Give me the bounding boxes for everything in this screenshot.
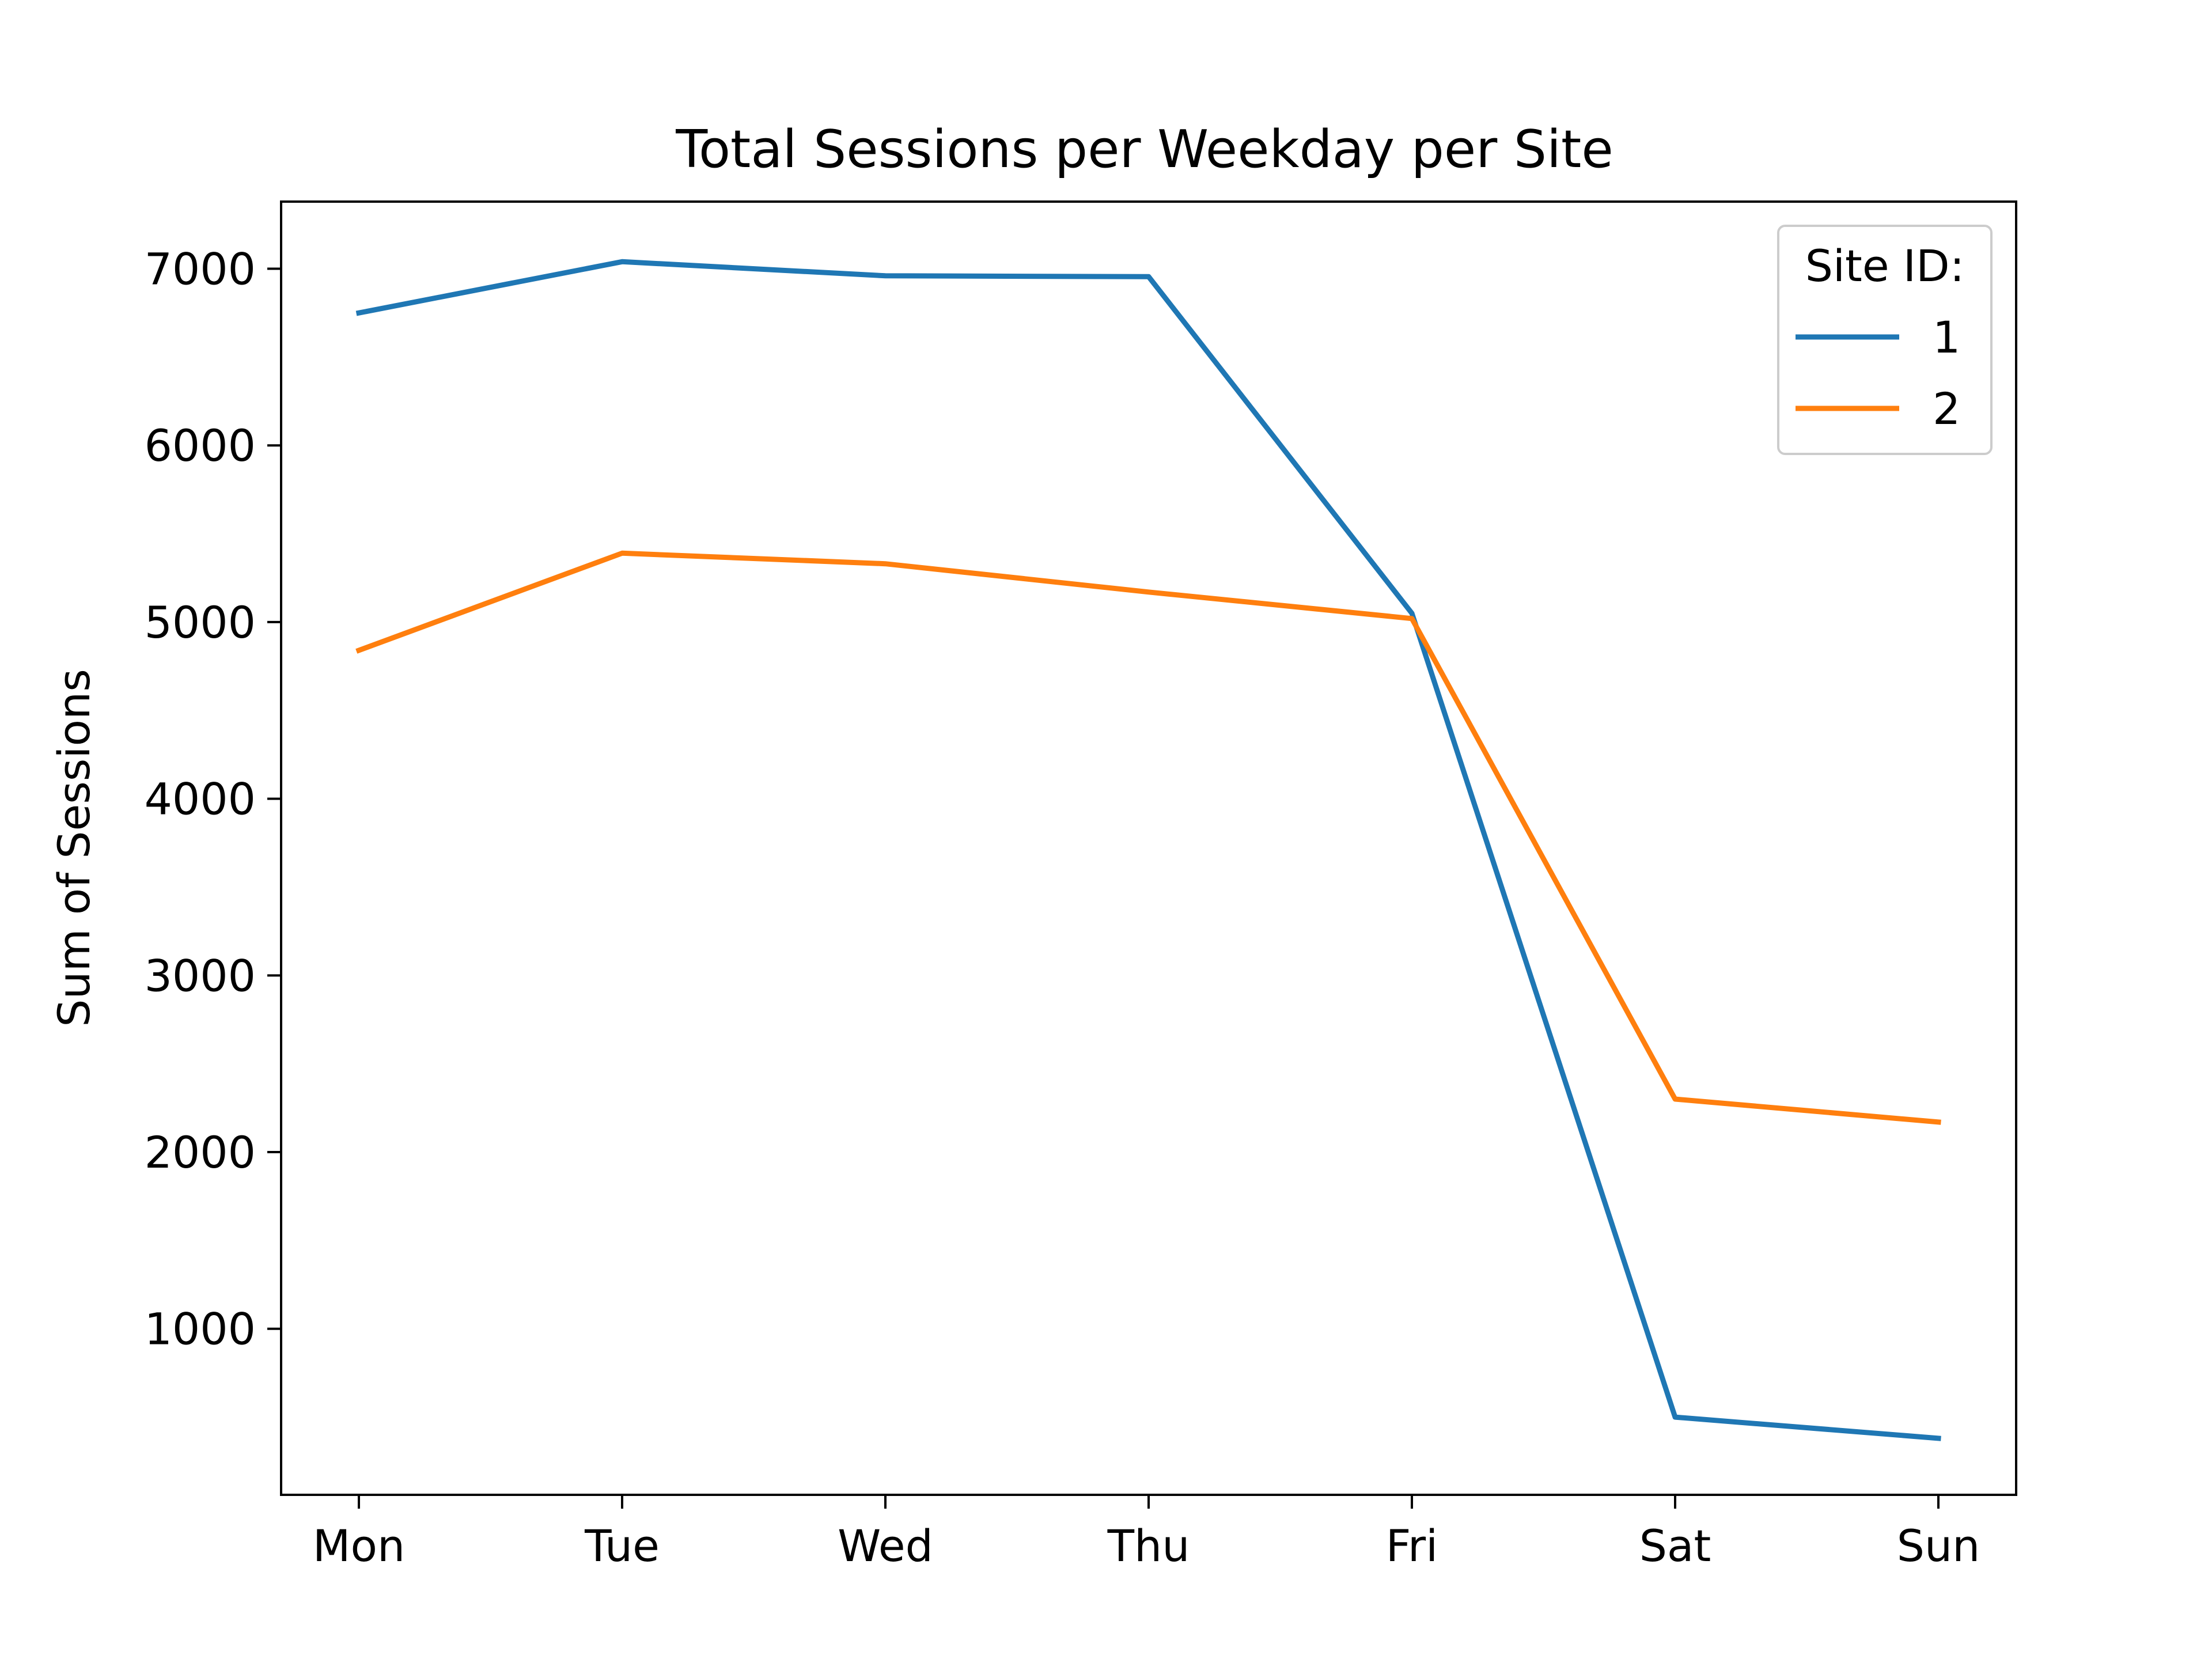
x-tick-label: Fri [1386, 1520, 1438, 1571]
series-line-2 [355, 550, 1941, 1125]
x-axis: Mon Tue Wed Thu Fri Sat Sun [313, 1495, 1980, 1571]
y-axis-label: Sum of Sessions [48, 669, 100, 1027]
y-tick-label: 6000 [145, 420, 256, 471]
x-tick-label: Sun [1897, 1520, 1980, 1571]
x-tick-label: Tue [584, 1520, 660, 1571]
legend-title: Site ID: [1805, 240, 1965, 291]
y-tick-label: 7000 [145, 244, 256, 295]
series-line-1 [355, 259, 1941, 1441]
y-tick-label: 2000 [145, 1127, 256, 1178]
legend: Site ID: 12 [1777, 225, 1993, 455]
y-tick-label: 5000 [145, 597, 256, 648]
x-tick-label: Thu [1107, 1520, 1190, 1571]
legend-entries: 12 [1796, 312, 1960, 434]
legend-label: 2 [1933, 383, 1960, 434]
y-tick-label: 4000 [145, 774, 256, 825]
y-axis: 1000 2000 3000 4000 5000 6000 7000 [145, 244, 281, 1355]
series-lines [355, 259, 1941, 1441]
x-tick-label: Sat [1639, 1520, 1711, 1571]
legend-label: 1 [1933, 312, 1960, 363]
x-tick-label: Wed [838, 1520, 933, 1571]
y-tick-label: 3000 [145, 950, 256, 1001]
x-tick-label: Mon [313, 1520, 405, 1571]
legend-box [1777, 225, 1993, 455]
chart-title: Total Sessions per Weekday per Site [675, 119, 1613, 180]
y-tick-label: 1000 [145, 1304, 256, 1355]
